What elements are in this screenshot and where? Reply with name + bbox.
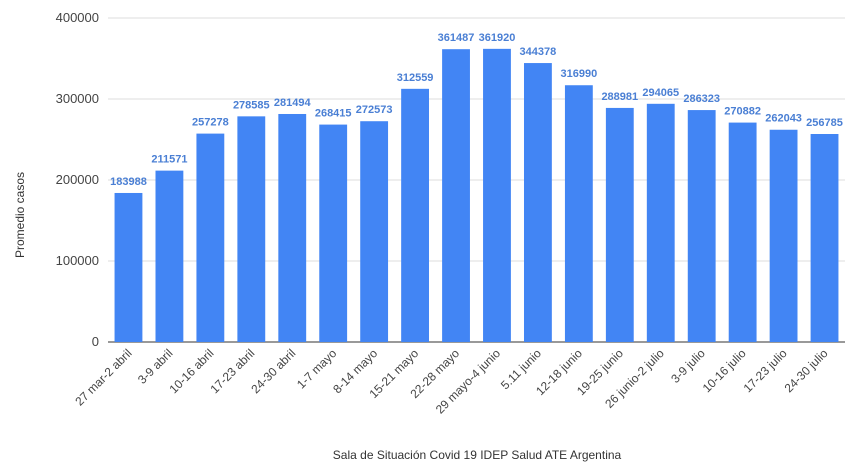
y-tick-label: 0 bbox=[92, 334, 99, 349]
bar bbox=[196, 133, 225, 342]
data-label: 278585 bbox=[233, 99, 270, 111]
bar bbox=[278, 113, 307, 342]
data-label: 270882 bbox=[724, 106, 761, 118]
x-tick-label: 24-30 abril bbox=[248, 346, 298, 396]
x-tick-label: 27 mar-2 abril bbox=[72, 346, 134, 408]
y-tick-label: 200000 bbox=[56, 172, 99, 187]
bar bbox=[401, 88, 430, 342]
bar bbox=[319, 124, 348, 342]
data-label: 281494 bbox=[274, 97, 312, 109]
data-label: 316990 bbox=[561, 68, 598, 80]
bar bbox=[237, 116, 266, 342]
data-label: 294065 bbox=[642, 87, 679, 99]
bar bbox=[769, 129, 798, 342]
data-label: 257278 bbox=[192, 117, 229, 129]
data-label: 312559 bbox=[397, 72, 434, 84]
bars bbox=[114, 48, 839, 343]
data-label: 288981 bbox=[601, 91, 638, 103]
data-label: 286323 bbox=[683, 93, 720, 105]
bar bbox=[155, 170, 184, 342]
x-tick-label: 10-16 julio bbox=[700, 346, 749, 395]
data-label: 361487 bbox=[438, 32, 475, 44]
bar bbox=[114, 192, 143, 342]
data-label: 268415 bbox=[315, 108, 352, 120]
data-label: 256785 bbox=[806, 117, 843, 129]
bar bbox=[728, 122, 757, 343]
gridlines bbox=[108, 17, 845, 343]
bar bbox=[483, 48, 511, 343]
y-tick-label: 100000 bbox=[56, 253, 99, 268]
x-tick-label: 24-30 julio bbox=[782, 346, 831, 395]
x-tick-label: 3-9 julio bbox=[668, 346, 708, 386]
bar bbox=[442, 49, 470, 343]
data-label: 361920 bbox=[479, 32, 516, 44]
y-tick-label: 400000 bbox=[56, 10, 99, 25]
data-label: 344378 bbox=[520, 46, 557, 58]
data-label: 211571 bbox=[151, 154, 187, 166]
x-tick-label: 17-23 julio bbox=[741, 346, 790, 395]
bar bbox=[360, 121, 389, 342]
y-tick-label: 300000 bbox=[56, 91, 99, 106]
data-label: 272573 bbox=[356, 104, 393, 116]
bar bbox=[523, 63, 552, 342]
bar bbox=[564, 85, 593, 342]
bar bbox=[810, 134, 839, 342]
y-axis-ticks: 0 100000 200000 300000 400000 bbox=[56, 10, 99, 349]
x-tick-label: 3-9 abril bbox=[135, 346, 176, 387]
bar bbox=[646, 103, 675, 343]
data-label: 183988 bbox=[110, 176, 147, 188]
y-axis-title: Promedio casos bbox=[13, 172, 27, 258]
data-label: 262043 bbox=[765, 113, 802, 125]
bar bbox=[687, 110, 716, 342]
bar bbox=[605, 107, 634, 343]
x-axis-title: Sala de Situación Covid 19 IDEP Salud AT… bbox=[333, 448, 622, 462]
